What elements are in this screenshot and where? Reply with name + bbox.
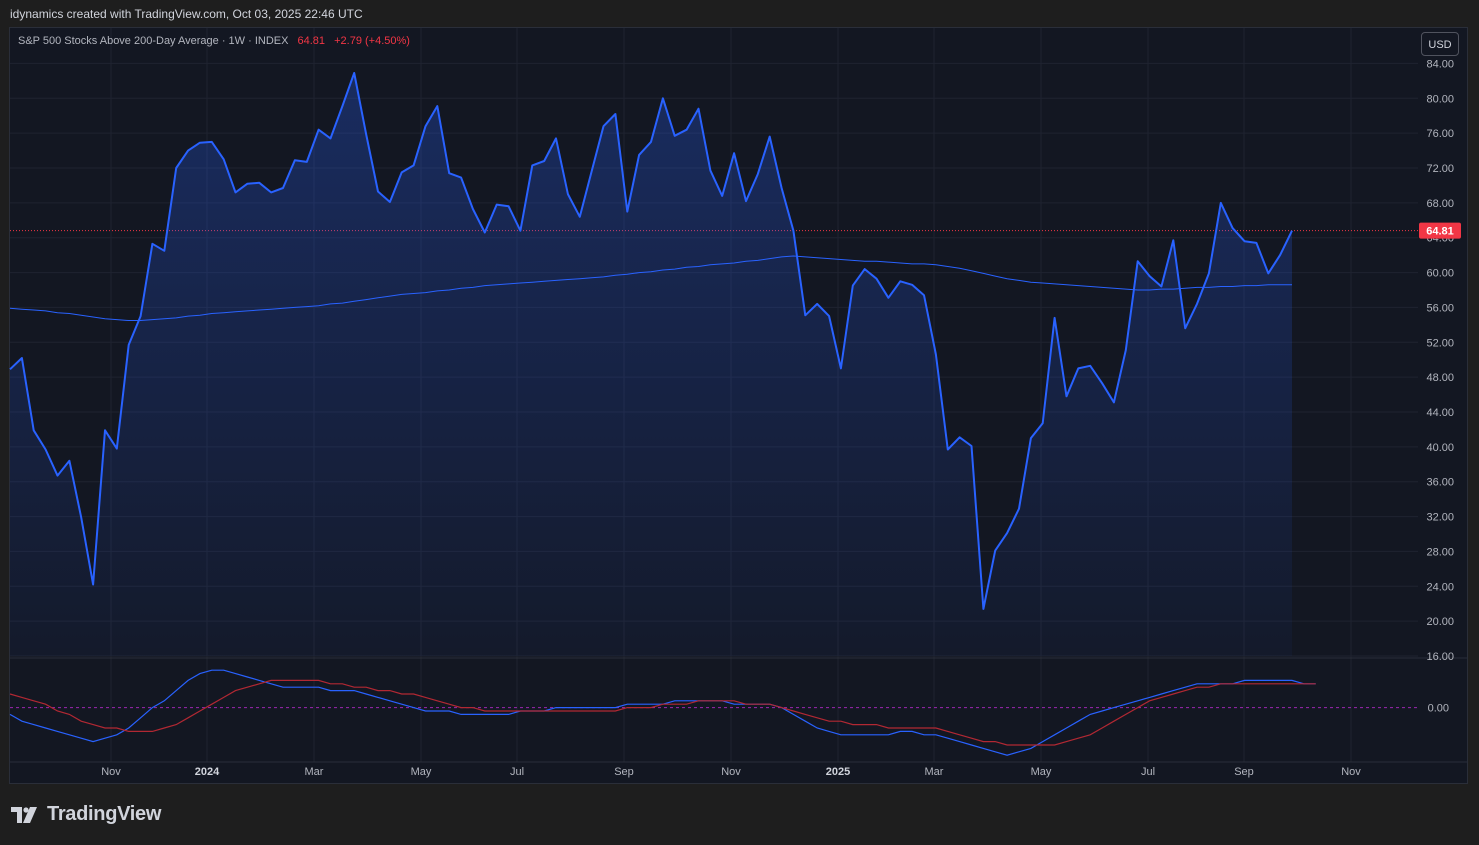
series-lines	[9, 72, 1316, 756]
y-tick-label: 84.00	[1426, 58, 1454, 70]
chart-legend[interactable]: S&P 500 Stocks Above 200-Day Average · 1…	[18, 35, 410, 47]
x-month-label: May	[411, 766, 432, 778]
x-month-label: Mar	[305, 766, 324, 778]
x-month-label: Nov	[1341, 766, 1361, 778]
price-series-line[interactable]	[9, 72, 1293, 610]
y-tick-label: 76.00	[1426, 128, 1454, 140]
y-tick-label: 32.00	[1426, 512, 1454, 524]
x-month-label: Sep	[614, 766, 634, 778]
moving-average-line[interactable]	[9, 255, 1292, 321]
x-month-label: Mar	[925, 766, 944, 778]
x-month-label: May	[1031, 766, 1052, 778]
currency-button[interactable]: USD	[1421, 32, 1459, 56]
y-tick-label: 48.00	[1426, 372, 1454, 384]
x-month-label: Jul	[1141, 766, 1155, 778]
price-area-fill	[10, 73, 1292, 656]
y-tick-label: 16.00	[1426, 651, 1454, 663]
price-tag-label: 64.81	[1426, 226, 1454, 238]
price-area	[10, 73, 1292, 656]
y-tick-label: 68.00	[1426, 198, 1454, 210]
y-tick-label: 24.00	[1426, 581, 1454, 593]
y-tick-label: 52.00	[1426, 337, 1454, 349]
x-year-label: 2025	[826, 766, 850, 778]
pane-separators	[10, 657, 1467, 763]
oscillator-y-tick-label: 0.00	[1428, 703, 1449, 715]
y-tick-label: 44.00	[1426, 407, 1454, 419]
y-tick-label: 36.00	[1426, 477, 1454, 489]
tradingview-logo-icon	[11, 806, 37, 823]
y-tick-label: 40.00	[1426, 442, 1454, 454]
signal-line[interactable]	[9, 679, 1316, 746]
x-month-label: Jul	[510, 766, 524, 778]
x-year-label: 2024	[195, 766, 220, 778]
x-month-label: Nov	[721, 766, 741, 778]
chart-credit-text: idynamics created with TradingView.com, …	[10, 7, 363, 21]
y-tick-label: 28.00	[1426, 546, 1454, 558]
legend-price: 64.81	[297, 35, 326, 47]
x-axis: Nov 2024 Mar May Jul Sep Nov 2025 Mar May Jul Sep No…	[101, 766, 1361, 778]
tradingview-brand[interactable]: TradingView	[11, 803, 161, 826]
oscillator-line[interactable]	[9, 669, 1316, 756]
x-month-label: Sep	[1234, 766, 1254, 778]
brand-name: TradingView	[47, 803, 162, 825]
y-tick-label: 56.00	[1426, 302, 1454, 314]
y-tick-label: 60.00	[1426, 268, 1454, 280]
y-tick-label: 72.00	[1426, 163, 1454, 175]
price-tag-badge	[1419, 222, 1461, 239]
current-price-tag: 64.81	[1419, 222, 1461, 239]
legend-change: +2.79 (+4.50%)	[334, 35, 410, 47]
y-axis: 84.0080.0076.0072.0068.0064.0060.0056.00…	[1426, 58, 1454, 714]
x-month-label: Nov	[101, 766, 121, 778]
legend-symbol: S&P 500 Stocks Above 200-Day Average · 1…	[18, 35, 289, 47]
y-tick-label: 20.00	[1426, 616, 1454, 628]
y-tick-label: 80.00	[1426, 93, 1454, 105]
